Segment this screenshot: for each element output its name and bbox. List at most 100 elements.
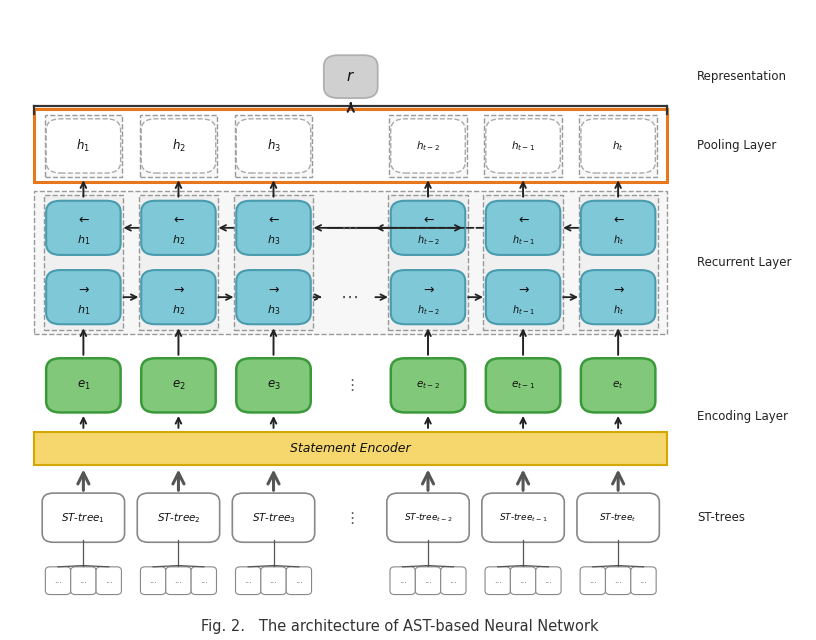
FancyBboxPatch shape [391, 358, 465, 412]
FancyBboxPatch shape [237, 119, 311, 173]
Bar [388, 195, 468, 330]
FancyBboxPatch shape [141, 201, 215, 255]
FancyBboxPatch shape [486, 119, 561, 173]
FancyBboxPatch shape [141, 270, 215, 324]
FancyBboxPatch shape [577, 493, 659, 542]
Text: Fig. 2.   The architecture of AST-based Neural Network: Fig. 2. The architecture of AST-based Ne… [202, 619, 599, 634]
Text: Statement Encoder: Statement Encoder [290, 442, 411, 455]
Bar [139, 195, 218, 330]
FancyBboxPatch shape [390, 567, 415, 595]
Bar [34, 191, 667, 333]
Text: $h_3$: $h_3$ [267, 234, 280, 247]
Text: ...: ... [295, 576, 303, 585]
Bar [234, 195, 313, 330]
FancyBboxPatch shape [237, 358, 311, 412]
Text: ...: ... [200, 576, 208, 585]
FancyBboxPatch shape [286, 567, 312, 595]
Text: $h_t$: $h_t$ [612, 139, 624, 153]
FancyBboxPatch shape [510, 567, 536, 595]
Text: ST-tree$_{t-2}$: ST-tree$_{t-2}$ [404, 511, 452, 524]
Bar [389, 115, 467, 177]
Text: $\leftarrow$: $\leftarrow$ [611, 213, 625, 226]
Text: ...: ... [424, 576, 432, 585]
Text: $h_2$: $h_2$ [172, 303, 185, 317]
FancyBboxPatch shape [631, 567, 656, 595]
Text: $h_3$: $h_3$ [267, 138, 281, 154]
Text: $e_{t-2}$: $e_{t-2}$ [416, 380, 440, 391]
Bar [140, 115, 217, 177]
FancyBboxPatch shape [605, 567, 631, 595]
Text: ...: ... [54, 576, 62, 585]
Text: $\leftarrow$: $\leftarrow$ [171, 213, 185, 226]
Text: $h_2$: $h_2$ [172, 234, 185, 247]
FancyBboxPatch shape [387, 493, 469, 542]
Text: $h_t$: $h_t$ [613, 303, 623, 317]
Text: ST-tree$_t$: ST-tree$_t$ [600, 511, 637, 524]
Text: ...: ... [269, 576, 277, 585]
FancyBboxPatch shape [141, 119, 215, 173]
Text: ...: ... [614, 576, 622, 585]
FancyBboxPatch shape [47, 358, 121, 412]
Text: $\rightarrow$: $\rightarrow$ [611, 282, 625, 296]
Bar [44, 195, 123, 330]
Text: $\rightarrow$: $\rightarrow$ [421, 282, 435, 296]
FancyBboxPatch shape [166, 567, 191, 595]
FancyBboxPatch shape [391, 119, 465, 173]
FancyBboxPatch shape [486, 358, 561, 412]
Text: ST-tree$_1$: ST-tree$_1$ [61, 511, 105, 525]
FancyBboxPatch shape [96, 567, 122, 595]
Text: Representation: Representation [698, 70, 787, 83]
Text: ...: ... [104, 576, 113, 585]
Text: $h_{t-1}$: $h_{t-1}$ [512, 234, 534, 247]
FancyBboxPatch shape [191, 567, 216, 595]
Text: ...: ... [399, 576, 406, 585]
Text: $h_{t-2}$: $h_{t-2}$ [417, 234, 439, 247]
Text: $e_1$: $e_1$ [77, 379, 91, 392]
FancyBboxPatch shape [261, 567, 286, 595]
FancyBboxPatch shape [581, 201, 655, 255]
Bar [579, 115, 657, 177]
Text: $h_1$: $h_1$ [77, 138, 91, 154]
Bar [235, 115, 313, 177]
FancyBboxPatch shape [581, 358, 655, 412]
FancyBboxPatch shape [236, 567, 261, 595]
FancyBboxPatch shape [441, 567, 466, 595]
Text: $h_{t-2}$: $h_{t-2}$ [417, 303, 439, 317]
Text: $h_{t-2}$: $h_{t-2}$ [416, 139, 440, 153]
Text: $h_{t-1}$: $h_{t-1}$ [511, 139, 535, 153]
Text: $e_2$: $e_2$ [171, 379, 185, 392]
Text: ...: ... [494, 576, 502, 585]
Text: ...: ... [640, 576, 647, 585]
FancyBboxPatch shape [581, 270, 655, 324]
FancyBboxPatch shape [47, 119, 121, 173]
Text: $\leftarrow$: $\leftarrow$ [421, 213, 435, 226]
Text: $\rightarrow$: $\rightarrow$ [266, 282, 281, 296]
FancyBboxPatch shape [581, 119, 655, 173]
FancyBboxPatch shape [71, 567, 96, 595]
Text: $h_2$: $h_2$ [171, 138, 185, 154]
Text: $\cdots$: $\cdots$ [339, 288, 357, 306]
Text: $\leftarrow$: $\leftarrow$ [516, 213, 530, 226]
FancyBboxPatch shape [42, 493, 125, 542]
Bar [484, 115, 562, 177]
Text: ...: ... [244, 576, 252, 585]
Text: $e_t$: $e_t$ [613, 380, 624, 391]
Text: $e_{t-1}$: $e_{t-1}$ [511, 380, 535, 391]
FancyBboxPatch shape [237, 270, 311, 324]
FancyBboxPatch shape [47, 201, 121, 255]
Text: $\rightarrow$: $\rightarrow$ [76, 282, 91, 296]
FancyBboxPatch shape [486, 270, 561, 324]
Bar [483, 195, 563, 330]
Text: $\cdots$: $\cdots$ [339, 219, 357, 237]
FancyBboxPatch shape [391, 201, 465, 255]
Text: $e_3$: $e_3$ [267, 379, 281, 392]
Text: $h_t$: $h_t$ [613, 234, 623, 247]
Text: ST-trees: ST-trees [698, 511, 745, 524]
FancyBboxPatch shape [415, 567, 441, 595]
Text: $\leftarrow$: $\leftarrow$ [266, 213, 281, 226]
Text: Pooling Layer: Pooling Layer [698, 140, 777, 152]
Text: ...: ... [149, 576, 157, 585]
Bar [34, 109, 667, 182]
Text: $\vdots$: $\vdots$ [344, 509, 354, 525]
Text: ...: ... [79, 576, 87, 585]
